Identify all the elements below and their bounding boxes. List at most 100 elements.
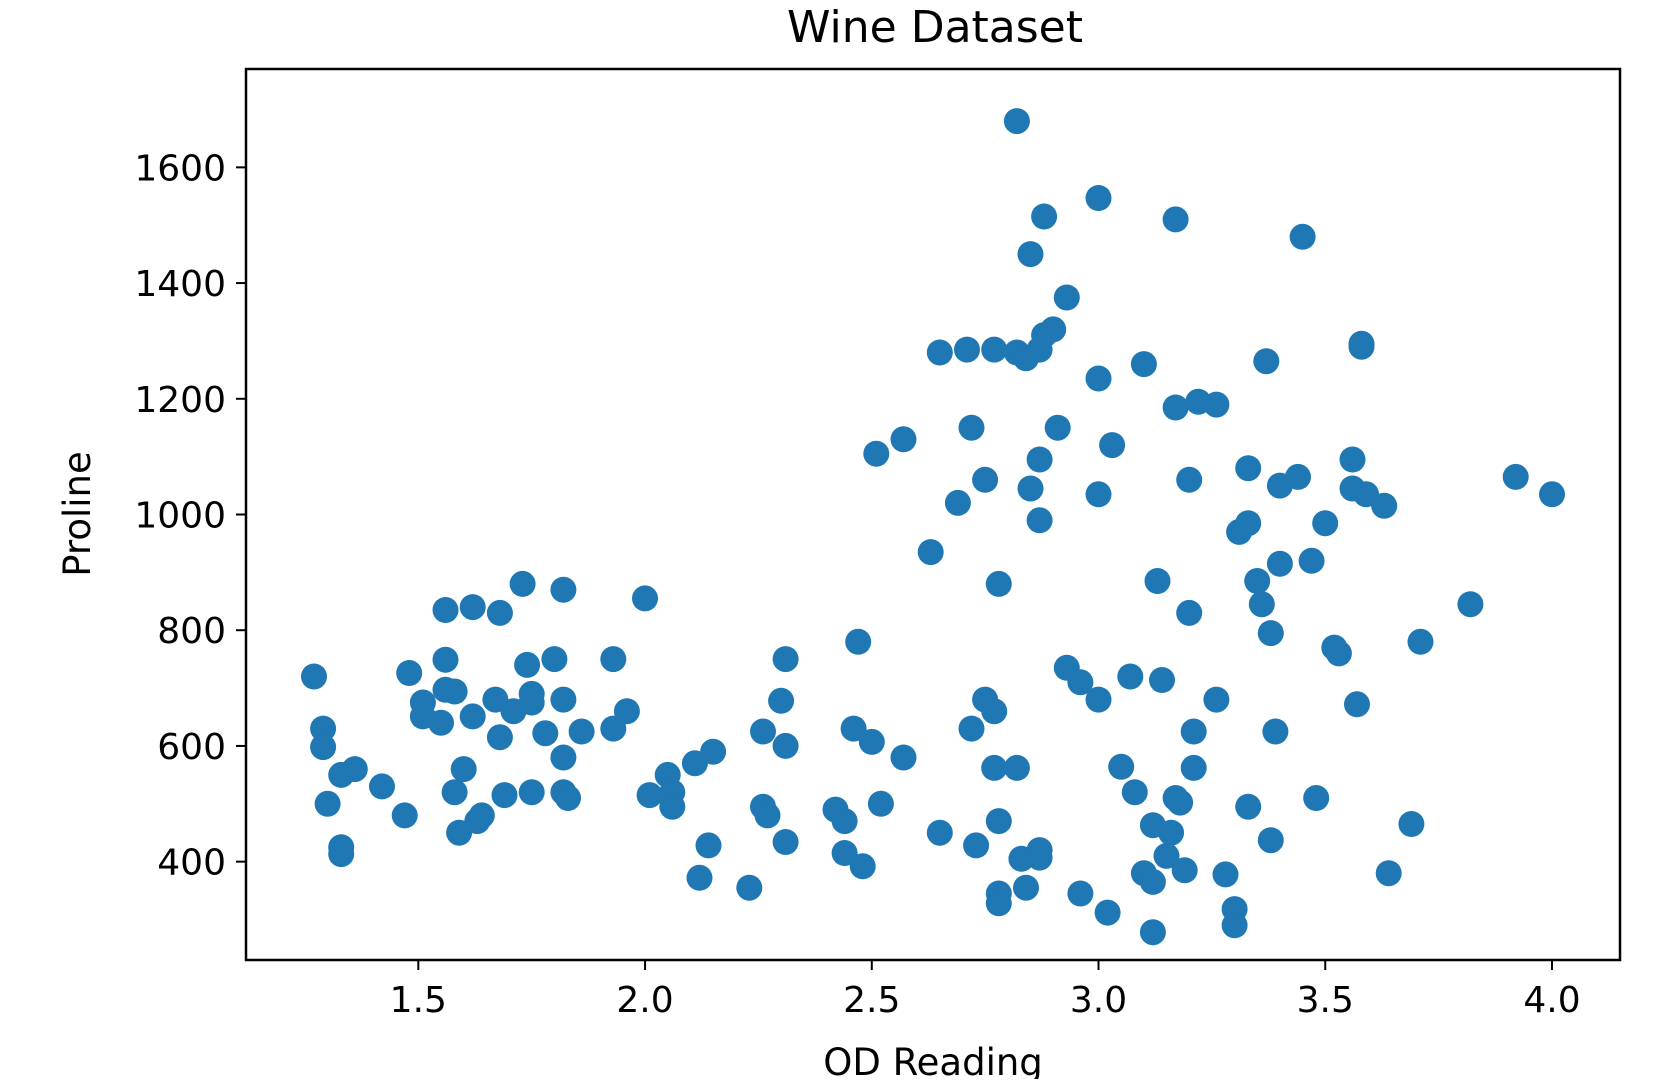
- data-point: [1339, 446, 1366, 473]
- data-point: [1130, 351, 1157, 378]
- y-tick-label: 1200: [134, 380, 226, 421]
- data-point: [1180, 754, 1207, 781]
- data-point: [518, 779, 545, 806]
- data-point: [768, 687, 795, 714]
- data-point: [1371, 492, 1398, 519]
- x-tick-label: 2.5: [843, 980, 900, 1021]
- data-point: [301, 663, 327, 690]
- data-point: [849, 853, 876, 880]
- data-point: [555, 785, 581, 811]
- data-point: [1162, 206, 1189, 233]
- x-tick-label: 3.5: [1297, 980, 1354, 1021]
- data-point: [310, 734, 337, 761]
- data-point: [600, 646, 627, 673]
- data-point: [1121, 779, 1148, 806]
- data-point: [1285, 463, 1311, 490]
- data-point: [1044, 414, 1071, 441]
- data-point: [1067, 669, 1094, 696]
- y-tick-label: 400: [157, 843, 226, 884]
- data-point: [314, 790, 341, 817]
- data-point: [441, 779, 468, 806]
- data-point: [1162, 394, 1189, 421]
- data-point: [772, 732, 799, 759]
- data-point: [954, 336, 980, 363]
- data-point: [1026, 844, 1053, 871]
- data-point: [926, 339, 953, 366]
- data-point: [1108, 753, 1135, 780]
- data-point: [1248, 591, 1275, 618]
- data-point: [890, 426, 917, 453]
- data-point: [772, 646, 799, 673]
- data-point: [917, 539, 944, 566]
- data-point: [341, 756, 368, 783]
- data-point: [1303, 785, 1330, 811]
- data-point: [491, 782, 518, 809]
- data-point: [659, 793, 686, 820]
- data-point: [1203, 686, 1230, 713]
- data-point: [328, 841, 355, 868]
- data-point: [972, 466, 999, 493]
- x-tick-label: 3.0: [1070, 980, 1127, 1021]
- data-point: [450, 756, 477, 783]
- data-point: [1244, 568, 1271, 594]
- data-point: [981, 336, 1008, 363]
- y-tick-label: 600: [157, 727, 226, 768]
- data-point: [985, 890, 1012, 917]
- data-point: [958, 715, 985, 742]
- data-point: [1153, 842, 1180, 869]
- data-point: [468, 802, 495, 829]
- data-point: [695, 832, 722, 859]
- data-point: [432, 646, 459, 673]
- data-point: [1348, 333, 1375, 360]
- y-tick-label: 800: [157, 611, 226, 652]
- data-point: [550, 686, 577, 713]
- data-point: [459, 703, 486, 730]
- data-point: [1085, 365, 1112, 392]
- data-point: [1031, 203, 1058, 230]
- data-point: [1312, 510, 1339, 537]
- data-point: [509, 570, 536, 597]
- chart-title: Wine Dataset: [787, 2, 1083, 53]
- data-point: [1235, 510, 1262, 537]
- data-point: [550, 744, 577, 771]
- data-point: [1040, 316, 1067, 343]
- data-point: [858, 728, 885, 755]
- data-point: [736, 874, 763, 901]
- data-point: [958, 414, 985, 441]
- data-point: [1212, 861, 1239, 888]
- data-point: [550, 576, 577, 603]
- data-point: [396, 660, 423, 686]
- data-point: [1026, 507, 1053, 534]
- data-point: [1085, 686, 1112, 713]
- y-tick-label: 1600: [134, 148, 226, 189]
- data-point: [518, 689, 545, 716]
- data-point: [1176, 599, 1203, 626]
- data-point: [1221, 912, 1248, 939]
- data-point: [541, 646, 568, 673]
- data-point: [636, 782, 663, 809]
- x-tick-label: 1.5: [390, 980, 447, 1021]
- data-point: [532, 720, 559, 747]
- x-tick-label: 4.0: [1523, 980, 1580, 1021]
- data-point: [1085, 185, 1112, 211]
- data-point: [1013, 874, 1039, 901]
- data-point: [1235, 455, 1262, 482]
- data-point: [486, 724, 513, 751]
- data-point: [1003, 754, 1030, 781]
- data-point: [1017, 241, 1044, 268]
- data-point: [600, 715, 627, 742]
- data-point: [1053, 284, 1080, 311]
- data-point: [1139, 919, 1166, 946]
- x-axis-label: OD Reading: [823, 1041, 1043, 1079]
- data-point: [867, 790, 894, 817]
- data-point: [486, 599, 513, 626]
- data-point: [514, 651, 541, 678]
- data-point: [700, 738, 727, 765]
- data-point: [1158, 819, 1185, 846]
- data-point: [963, 832, 990, 859]
- data-point: [1003, 108, 1030, 135]
- data-point: [1257, 620, 1284, 647]
- data-point: [1167, 789, 1194, 816]
- data-point: [981, 698, 1008, 725]
- data-point: [926, 819, 953, 846]
